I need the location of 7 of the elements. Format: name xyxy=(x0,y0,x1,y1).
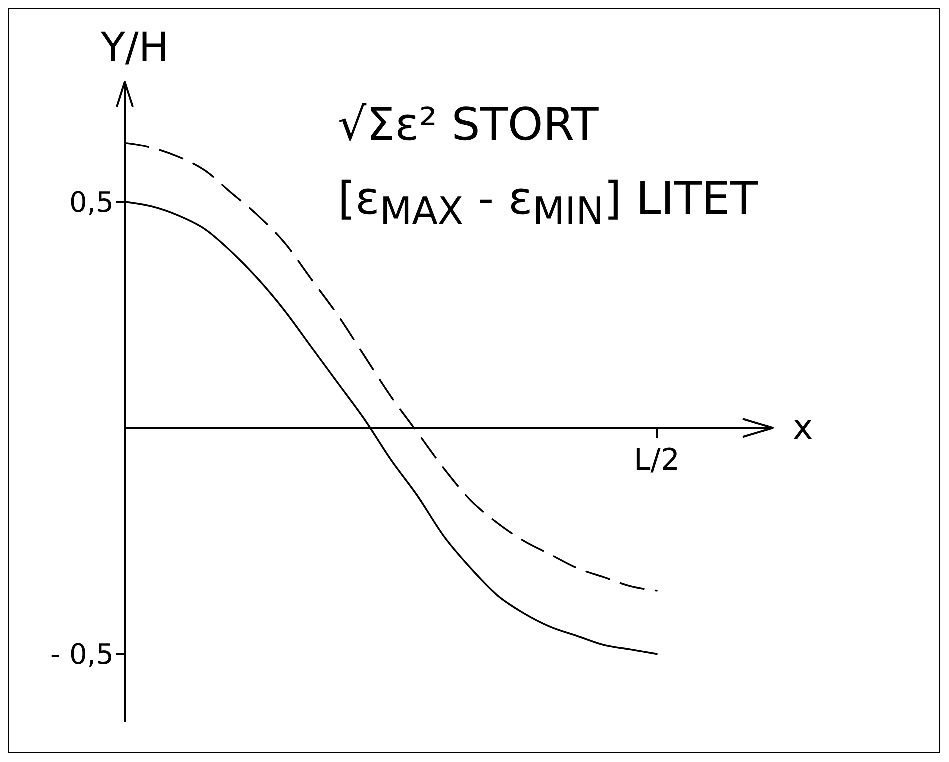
y-tick-label: - 0,5 xyxy=(50,638,114,672)
x-axis-title: x xyxy=(793,408,814,448)
y-axis-title: Y/H xyxy=(100,25,169,71)
y-tick-label: 0,5 xyxy=(69,186,114,219)
annotation: √Σε² STORT xyxy=(338,97,600,153)
x-tick-label: L/2 xyxy=(634,442,680,478)
annotation: [ε$_{MAX}$ - ε$_{MIN}$] LITET xyxy=(338,171,758,236)
